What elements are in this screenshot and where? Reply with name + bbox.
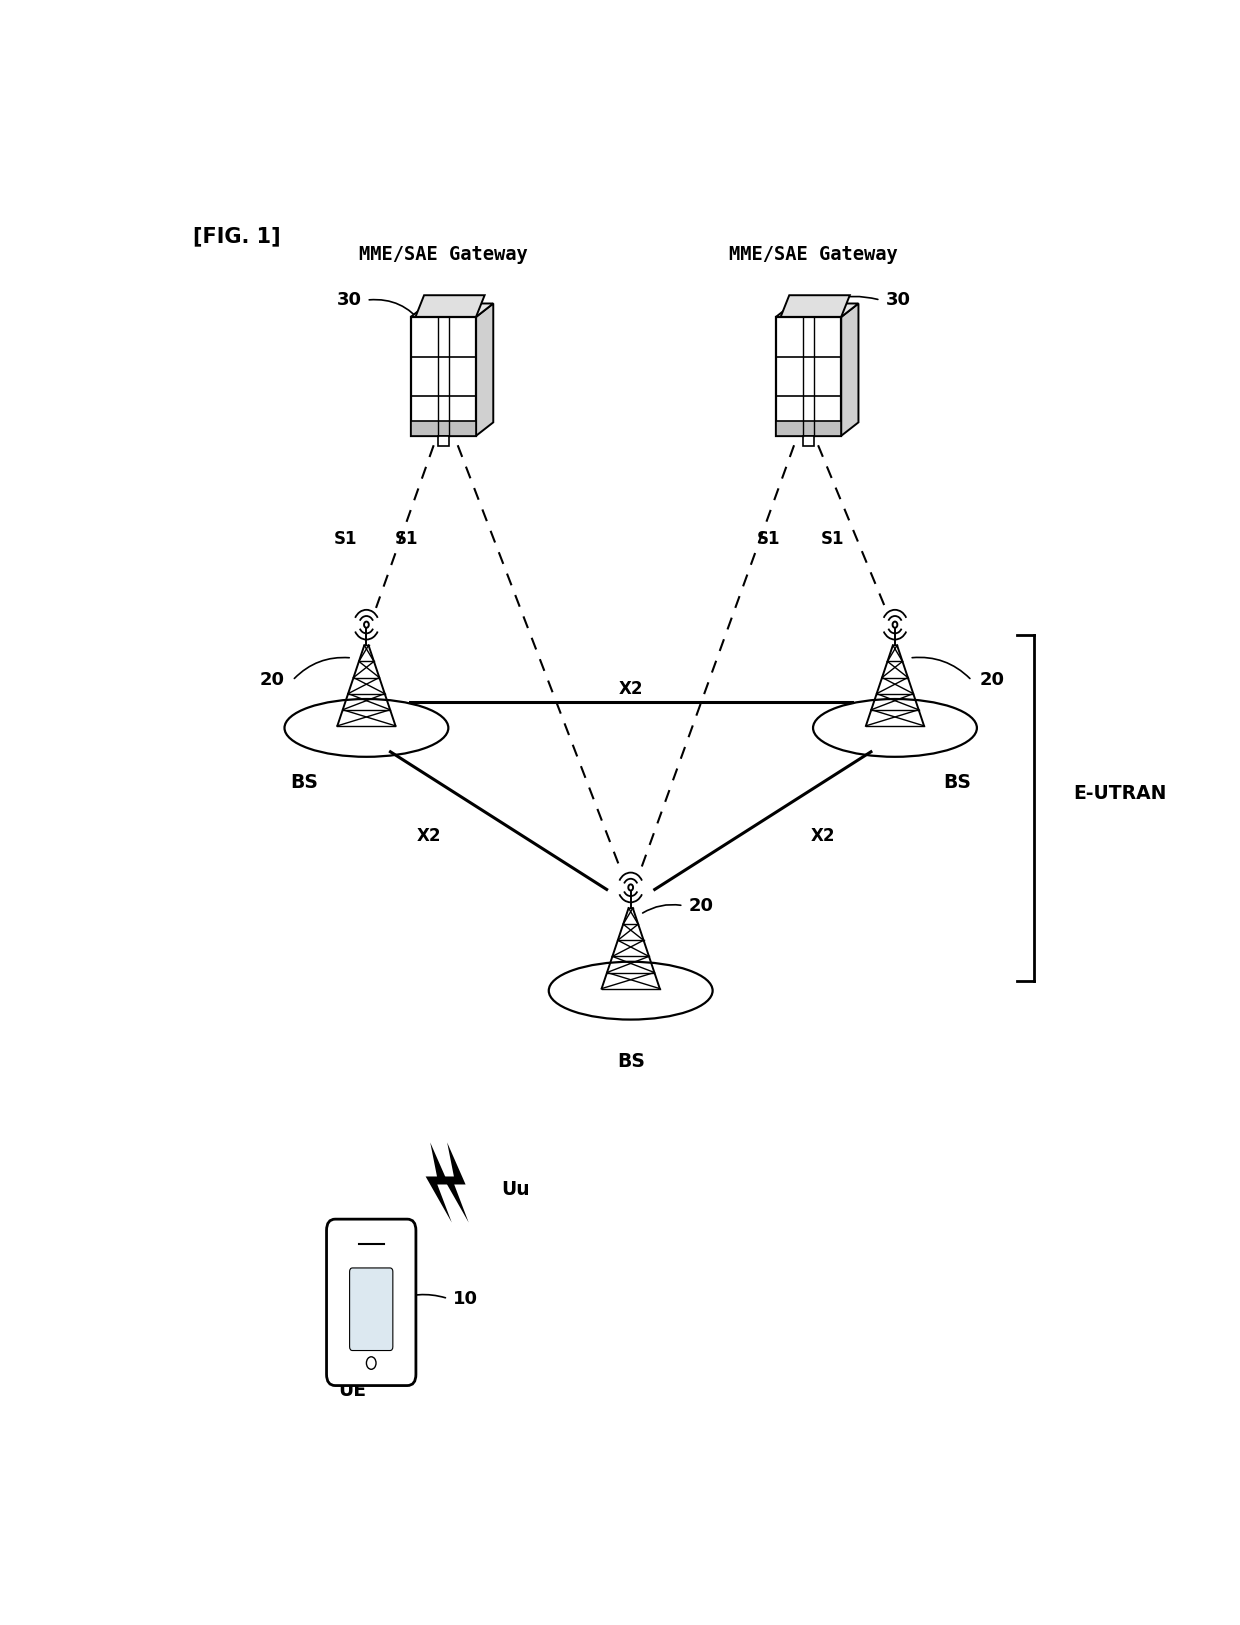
Text: MME/SAE Gateway: MME/SAE Gateway: [729, 245, 898, 263]
Polygon shape: [438, 436, 449, 445]
Polygon shape: [841, 304, 858, 436]
Text: X2: X2: [619, 681, 644, 699]
Polygon shape: [781, 296, 849, 317]
Text: E-UTRAN: E-UTRAN: [1073, 783, 1166, 803]
Circle shape: [365, 622, 368, 627]
Polygon shape: [802, 436, 815, 445]
Polygon shape: [776, 421, 841, 436]
Text: BS: BS: [290, 774, 317, 791]
Text: 20: 20: [259, 671, 285, 689]
Text: S1: S1: [821, 530, 844, 548]
Text: [FIG. 1]: [FIG. 1]: [193, 226, 281, 247]
Text: BS: BS: [616, 1051, 645, 1071]
Text: 30: 30: [885, 291, 910, 309]
Text: BS: BS: [944, 774, 971, 791]
Polygon shape: [415, 296, 485, 317]
Text: 30: 30: [336, 291, 362, 309]
Polygon shape: [776, 304, 858, 317]
Text: MME/SAE Gateway: MME/SAE Gateway: [358, 245, 528, 263]
Text: 20: 20: [688, 897, 713, 915]
FancyBboxPatch shape: [326, 1219, 415, 1386]
Circle shape: [629, 884, 634, 891]
Text: X2: X2: [811, 827, 836, 845]
Text: UE: UE: [339, 1381, 366, 1401]
Text: Uu: Uu: [501, 1180, 529, 1199]
Text: 20: 20: [980, 671, 1004, 689]
Text: S1: S1: [396, 530, 419, 548]
Text: 10: 10: [453, 1290, 477, 1308]
Polygon shape: [425, 1142, 451, 1222]
Polygon shape: [410, 421, 476, 436]
Circle shape: [893, 622, 898, 627]
Polygon shape: [410, 317, 476, 436]
FancyBboxPatch shape: [350, 1268, 393, 1350]
Polygon shape: [776, 317, 841, 436]
Polygon shape: [443, 1142, 469, 1222]
Polygon shape: [410, 304, 494, 317]
Text: S1: S1: [756, 530, 780, 548]
Polygon shape: [476, 304, 494, 436]
Text: X2: X2: [417, 827, 441, 845]
Text: S1: S1: [334, 530, 357, 548]
